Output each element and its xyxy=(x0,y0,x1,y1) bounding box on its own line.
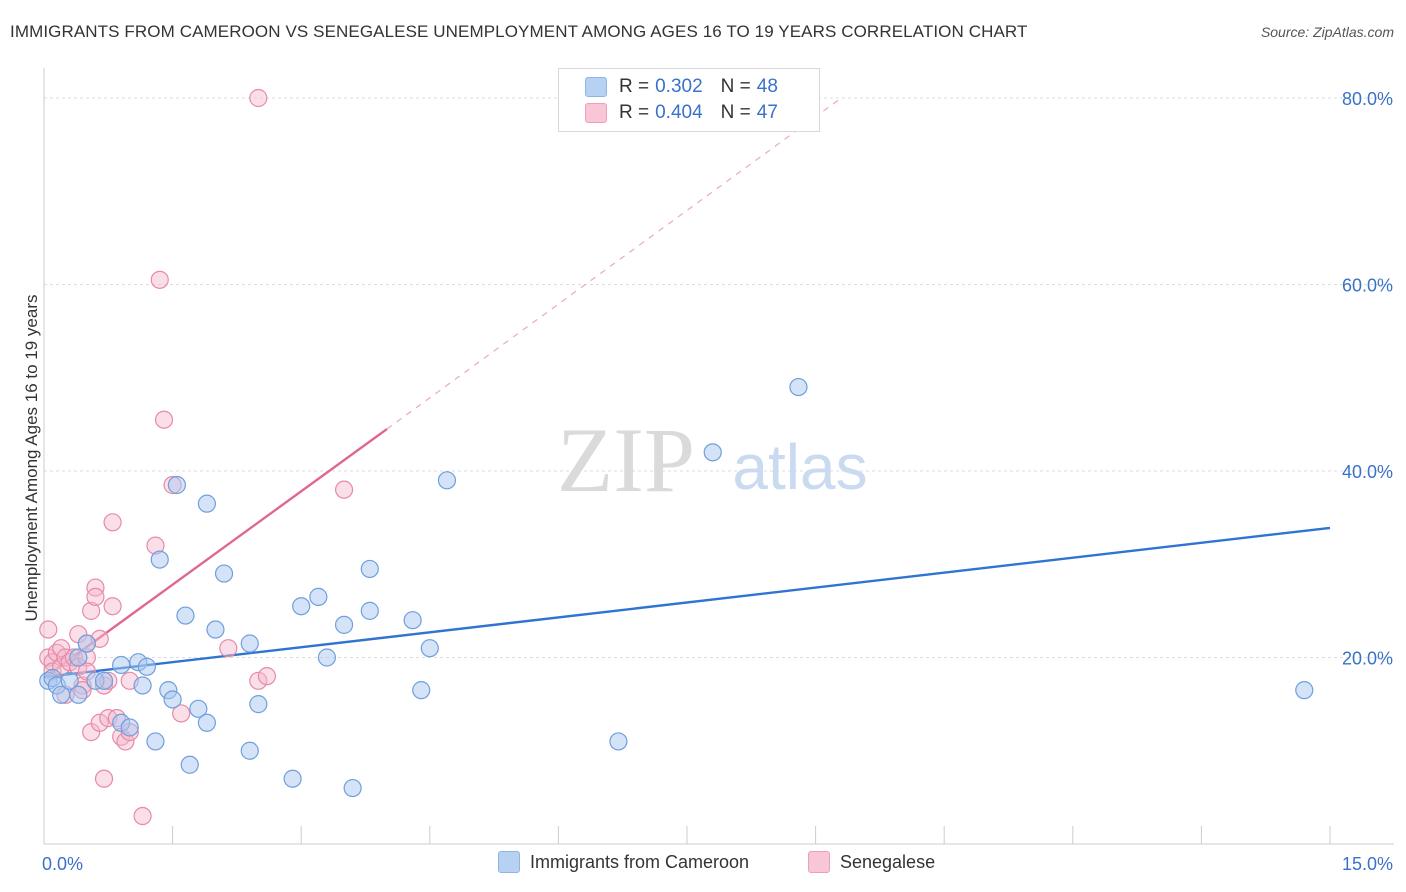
data-point-senegalese xyxy=(219,639,238,658)
legend-n-label: N = xyxy=(720,76,751,97)
data-point-cameroon xyxy=(189,699,208,718)
axes xyxy=(43,68,1394,845)
data-point-cameroon xyxy=(309,587,328,606)
legend-n-value: 48 xyxy=(756,76,778,97)
correlation-legend: R = 0.302 N = 48 R = 0.404 N = 47 xyxy=(558,68,820,132)
legend-row-senegalese: R = 0.404 N = 47 xyxy=(585,101,778,125)
legend-row-cameroon: R = 0.302 N = 48 xyxy=(585,75,778,99)
watermark-zip: ZIP xyxy=(557,409,695,511)
data-point-senegalese xyxy=(150,270,169,289)
legend-swatch-blue xyxy=(585,77,607,97)
data-point-cameroon xyxy=(609,732,628,751)
tick-labels: 20.0% 40.0% 60.0% 80.0% 0.0% 15.0% xyxy=(42,89,1393,874)
data-point-cameroon xyxy=(334,615,354,634)
data-point-cameroon xyxy=(240,741,259,760)
x-tick-label: 15.0% xyxy=(1342,854,1393,874)
trend-line-cameroon xyxy=(43,526,1331,679)
data-point-senegalese xyxy=(154,410,174,429)
legend-n-value: 47 xyxy=(756,102,778,123)
data-point-cameroon xyxy=(137,657,156,676)
legend-r-value: 0.404 xyxy=(655,102,703,123)
x-tick-label: 0.0% xyxy=(42,854,83,874)
data-point-senegalese xyxy=(86,578,105,597)
data-point-cameroon xyxy=(69,648,88,667)
legend-item-senegalese[interactable]: Senegalese xyxy=(808,851,935,873)
data-point-senegalese xyxy=(334,480,354,499)
data-point-senegalese xyxy=(133,806,152,826)
data-point-cameroon xyxy=(180,755,199,774)
data-point-cameroon xyxy=(360,559,379,579)
y-tick-label: 80.0% xyxy=(1342,89,1393,109)
data-point-cameroon xyxy=(69,685,88,704)
data-point-senegalese xyxy=(86,587,105,606)
data-point-cameroon xyxy=(112,655,131,675)
data-point-cameroon xyxy=(60,671,79,690)
data-point-cameroon xyxy=(197,713,216,732)
series-legend: Immigrants from Cameroon Senegalese xyxy=(0,851,1406,877)
data-point-cameroon xyxy=(206,620,225,639)
data-point-cameroon xyxy=(146,732,165,751)
data-point-senegalese xyxy=(90,713,109,732)
trend-line-senegalese-extension xyxy=(386,97,842,430)
data-point-cameroon xyxy=(789,377,808,397)
chart-title: IMMIGRANTS FROM CAMEROON VS SENEGALESE U… xyxy=(10,22,1028,41)
data-point-cameroon xyxy=(317,648,337,667)
data-point-cameroon xyxy=(703,443,722,462)
data-point-senegalese xyxy=(39,620,58,639)
trend-lines xyxy=(43,97,1331,679)
data-point-cameroon xyxy=(77,634,96,653)
data-point-cameroon xyxy=(167,475,186,495)
legend-r-label: R = xyxy=(619,76,650,97)
data-point-cameroon xyxy=(249,695,268,714)
points-cameroon xyxy=(39,377,1314,798)
legend-label-cameroon: Immigrants from Cameroon xyxy=(530,851,750,872)
data-point-cameroon xyxy=(420,639,439,658)
trend-line-senegalese xyxy=(43,428,388,679)
data-point-senegalese xyxy=(249,671,268,690)
data-point-cameroon xyxy=(292,597,311,616)
data-point-senegalese xyxy=(82,601,101,620)
legend-swatch-pink xyxy=(808,851,830,873)
data-point-senegalese xyxy=(249,88,268,108)
data-point-cameroon xyxy=(1295,681,1314,700)
y-tick-label: 20.0% xyxy=(1342,649,1393,669)
legend-r-label: R = xyxy=(619,102,650,123)
data-point-cameroon xyxy=(120,718,139,737)
data-point-senegalese xyxy=(257,667,277,686)
data-point-cameroon xyxy=(360,601,379,620)
data-point-cameroon xyxy=(214,564,234,583)
data-point-cameroon xyxy=(133,676,152,695)
legend-r-value: 0.302 xyxy=(655,76,703,97)
data-point-cameroon xyxy=(176,606,195,625)
grid-lines xyxy=(44,97,1394,658)
legend-swatch-pink xyxy=(585,103,607,123)
data-point-cameroon xyxy=(240,634,259,653)
data-point-senegalese xyxy=(103,597,122,616)
data-point-cameroon xyxy=(94,671,114,690)
data-point-senegalese xyxy=(103,513,122,532)
data-point-cameroon xyxy=(197,494,216,513)
data-point-cameroon xyxy=(412,681,431,700)
y-axis-label: Unemployment Among Ages 16 to 19 years xyxy=(22,295,41,622)
legend-n-label: N = xyxy=(720,102,751,123)
data-point-cameroon xyxy=(283,769,302,788)
data-point-cameroon xyxy=(437,471,457,490)
data-point-cameroon xyxy=(343,778,362,798)
data-point-cameroon xyxy=(150,550,169,569)
data-point-cameroon xyxy=(403,611,422,630)
watermark-atlas: atlas xyxy=(732,431,867,503)
data-point-cameroon xyxy=(163,690,182,709)
y-tick-label: 40.0% xyxy=(1342,462,1393,482)
y-tick-label: 60.0% xyxy=(1342,276,1393,296)
legend-swatch-blue xyxy=(498,851,520,873)
source-label: Source: ZipAtlas.com xyxy=(1260,24,1394,40)
legend-item-cameroon[interactable]: Immigrants from Cameroon xyxy=(498,851,749,873)
data-point-senegalese xyxy=(172,704,191,723)
data-point-senegalese xyxy=(52,639,71,658)
data-point-senegalese xyxy=(94,769,114,788)
legend-label-senegalese: Senegalese xyxy=(840,851,936,872)
